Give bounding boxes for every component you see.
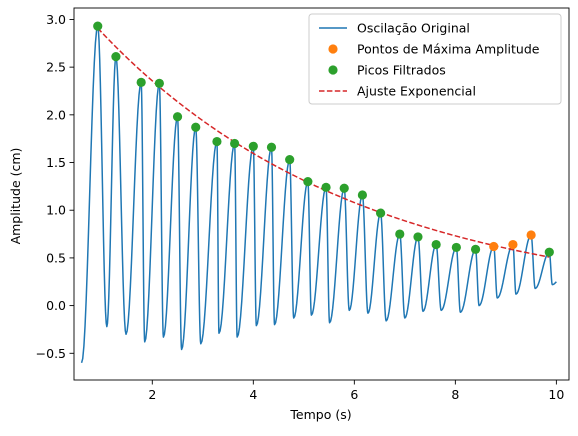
y-tick-label: 0.5 [46, 250, 66, 265]
max-amplitude-point [508, 239, 518, 250]
y-tick-label: 0.0 [46, 298, 66, 313]
y-tick-label: 3.0 [46, 12, 66, 27]
filtered-peak-point [230, 138, 240, 149]
filtered-peak-point [470, 244, 481, 254]
filtered-peak-point [285, 155, 295, 165]
oscillation-line [80, 25, 557, 364]
axes: 2 4 6 8 10 −0.5 0.0 0.5 1.0 1.5 2.0 2.5 3.0 [36, 7, 570, 402]
filtered-peak-point [212, 136, 222, 147]
filtered-peak-point [93, 21, 103, 31]
plot-area [80, 21, 557, 364]
legend-label: Pontos de Máxima Amplitude [357, 42, 540, 57]
filtered-peak-point [395, 229, 405, 239]
filtered-peak-point [172, 112, 183, 122]
axes-frame [73, 7, 570, 381]
filtered-peak-point [376, 208, 386, 218]
filtered-peak-point [413, 232, 423, 242]
legend-label: Picos Filtrados [357, 63, 446, 78]
filtered-peak-point [136, 77, 146, 87]
y-tick-label: 2.0 [46, 107, 66, 122]
filtered-peak-point [431, 239, 441, 250]
x-tick-label: 4 [249, 387, 257, 402]
max-amplitude-point [526, 230, 536, 240]
filtered-peak-point [303, 177, 313, 187]
legend: Oscilação Original Pontos de Máxima Ampli… [308, 13, 562, 105]
max-amplitude-point [489, 241, 499, 252]
x-axis-label: Tempo (s) [289, 407, 351, 422]
y-tick-label: 1.0 [46, 203, 66, 218]
legend-marker-handle [328, 65, 338, 75]
filtered-peak-point [154, 78, 164, 88]
legend-box [308, 13, 562, 105]
filtered-peak-point [111, 52, 121, 62]
filtered-peak-point [339, 183, 349, 193]
y-axis-label: Amplitude (cm) [8, 148, 23, 245]
x-tick-label: 10 [548, 387, 564, 402]
y-tick-label: 1.5 [46, 155, 66, 170]
filtered-peak-point [191, 122, 201, 132]
filtered-peak-point [248, 141, 258, 151]
plot-series-group [80, 21, 557, 364]
x-tick-label: 2 [148, 387, 156, 402]
filtered-peak-point [357, 190, 368, 200]
legend-label: Ajuste Exponencial [357, 84, 476, 99]
legend-marker-handle [328, 44, 338, 54]
filtered-peak-point [544, 247, 554, 257]
y-tick-label: −0.5 [36, 346, 66, 361]
filtered-peak-point [266, 142, 277, 152]
legend-label: Oscilação Original [357, 21, 470, 36]
x-tick-label: 8 [451, 387, 459, 402]
x-tick-label: 6 [350, 387, 358, 402]
y-tick-label: 2.5 [46, 60, 66, 75]
filtered-peak-point [451, 242, 461, 253]
filtered-peak-point [321, 182, 331, 192]
